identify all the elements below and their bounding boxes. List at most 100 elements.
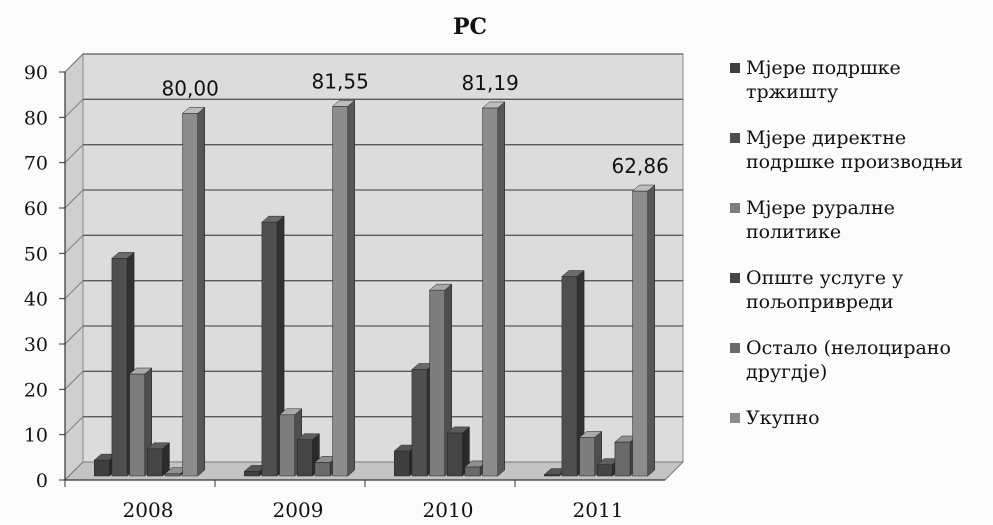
x-tick-label: 2009 — [273, 498, 324, 522]
bar-top — [331, 100, 356, 107]
bar-top — [631, 184, 656, 192]
bar-front — [614, 441, 631, 477]
x-tick-label: 2008 — [123, 498, 174, 522]
gridline — [64, 144, 84, 164]
chart-title: РС — [453, 14, 487, 40]
y-tick-label: 0 — [36, 470, 48, 492]
gridline — [64, 416, 84, 436]
bar-front — [243, 471, 260, 477]
y-tick-label: 80 — [24, 107, 48, 129]
legend-label: Мјере подршке тржишту — [746, 57, 901, 103]
bar-top — [181, 107, 206, 114]
bar-side — [497, 101, 506, 477]
data-label: 81,19 — [462, 71, 519, 95]
legend-entry: Мјере директне подршке производњи — [730, 126, 992, 174]
y-tick-label: 10 — [24, 425, 48, 447]
bar-front — [129, 373, 146, 477]
bar-side — [647, 184, 656, 477]
legend-swatch — [730, 203, 740, 213]
bar-top — [296, 433, 321, 440]
bar-front — [632, 190, 649, 477]
bar — [296, 433, 321, 477]
bar-top — [278, 408, 303, 416]
bar — [631, 184, 656, 477]
gridline — [64, 189, 84, 209]
legend-entry: Мјере подршке тржишту — [730, 56, 992, 104]
bar-front — [561, 276, 578, 477]
bar-front — [332, 106, 349, 477]
legend-entry: Остало (нелоцирано другдје) — [730, 336, 992, 384]
bar — [578, 430, 603, 477]
gridline — [64, 325, 84, 345]
bar-front — [393, 450, 410, 477]
bar-top — [111, 252, 135, 259]
legend-label: Опште услуге у пољопривреди — [746, 267, 904, 313]
bar-front — [579, 437, 596, 477]
legend-entry: Опште услуге у пољопривреди — [730, 266, 992, 314]
bar-front — [261, 221, 278, 477]
bar-front — [464, 466, 481, 477]
bar — [181, 106, 206, 477]
y-tick-label: 50 — [24, 243, 48, 265]
bar-front — [482, 107, 499, 477]
x-tick-label: 2010 — [423, 498, 474, 522]
data-label: 62,86 — [612, 154, 669, 178]
legend-label: Укупно — [746, 407, 820, 429]
x-tick-label: 2011 — [573, 498, 624, 522]
plot-area: 0 10 20 30 40 50 60 70 80 90 2008 2009 2010 2011 80,00… — [24, 52, 685, 522]
legend-entry: Укупно — [730, 406, 992, 430]
legend-swatch — [730, 343, 740, 353]
bar-front — [596, 464, 613, 477]
bar-front — [446, 432, 463, 477]
bar-top — [128, 367, 153, 375]
legend-swatch — [730, 63, 740, 73]
legend-label: Мјере директне подршке производњи — [746, 127, 963, 173]
y-tick-label: 30 — [24, 334, 48, 356]
y-tick-label: 20 — [24, 379, 48, 401]
bar — [331, 99, 356, 477]
bar — [128, 367, 153, 477]
data-label: 81,55 — [312, 69, 369, 93]
bar — [446, 426, 471, 477]
data-label: 80,00 — [162, 76, 219, 100]
bar-top — [146, 442, 171, 450]
legend-swatch — [730, 413, 740, 423]
gridline — [64, 234, 84, 254]
bar-front — [279, 414, 296, 477]
bar — [561, 269, 585, 477]
bar-front — [182, 113, 199, 477]
legend-label: Мјере руралне политике — [746, 197, 895, 243]
y-tick-label: 70 — [24, 153, 48, 175]
bar-front — [296, 439, 313, 477]
y-tick-label: 90 — [24, 62, 48, 84]
gridline — [64, 53, 84, 73]
bar — [428, 283, 453, 477]
bar-front — [146, 448, 163, 477]
legend-entry: Мјере руралне политике — [730, 196, 992, 244]
back-wall — [82, 53, 684, 463]
bar — [481, 101, 506, 477]
legend: Мјере подршке тржишту Мјере директне подр… — [730, 56, 992, 452]
bar-top — [481, 101, 506, 109]
y-tick-label: 60 — [24, 198, 48, 220]
bar-top — [446, 426, 471, 434]
bar-front — [411, 369, 428, 477]
legend-swatch — [730, 273, 740, 283]
bar-side — [197, 106, 206, 477]
legend-swatch — [730, 133, 740, 143]
gridline — [64, 370, 84, 390]
bar-front — [314, 462, 331, 477]
bar-front — [111, 258, 128, 477]
bar-top — [561, 270, 585, 277]
gridline — [64, 98, 84, 118]
gridline — [64, 280, 84, 300]
legend-label: Остало (нелоцирано другдје) — [746, 337, 951, 383]
bar — [146, 442, 171, 477]
bar-top — [578, 431, 603, 438]
bar-side — [347, 99, 356, 477]
bar-front — [429, 289, 446, 477]
bar-top — [261, 215, 285, 223]
side-wall — [64, 52, 84, 482]
bar-front — [164, 473, 181, 477]
